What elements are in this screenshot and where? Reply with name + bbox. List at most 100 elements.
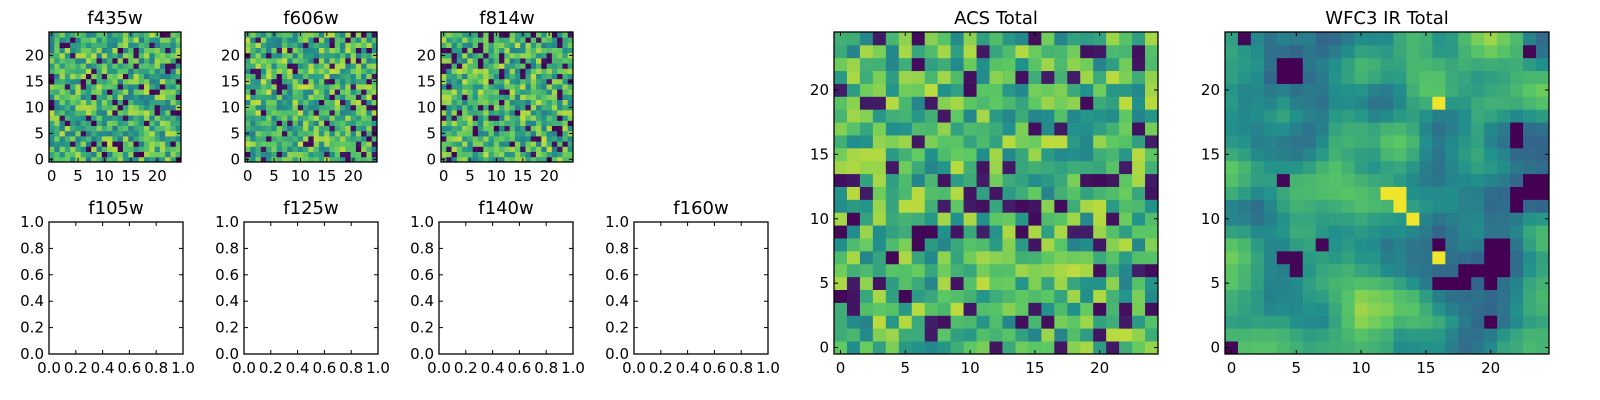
heatmap-cell (488, 136, 495, 142)
heatmap-cell (334, 104, 341, 111)
heatmap-cell (318, 104, 325, 111)
heatmap-cell (937, 96, 952, 110)
heatmap-cell (266, 115, 272, 121)
heatmap-cell (334, 136, 341, 142)
heatmap-cell (859, 212, 874, 226)
heatmap-cell (1289, 289, 1304, 303)
heatmap-cell (371, 63, 378, 69)
heatmap-cell (297, 73, 304, 80)
heatmap-cell (1341, 147, 1355, 162)
heatmap-cell (49, 141, 55, 147)
heatmap-cell (85, 52, 92, 59)
heatmap-cell (159, 130, 166, 137)
heatmap-cell (1445, 263, 1459, 278)
heatmap-cell (1393, 289, 1407, 303)
heatmap-cell (541, 151, 547, 158)
heatmap-cell (80, 104, 87, 111)
heatmap-cell (64, 52, 71, 59)
heatmap-cell (472, 42, 479, 48)
heatmap-cell (75, 151, 82, 158)
heatmap-cell (1497, 109, 1511, 123)
heatmap-cell (1002, 32, 1016, 46)
heatmap-cell (245, 146, 251, 152)
heatmap-cell (49, 115, 55, 121)
heatmap-cell (250, 58, 256, 64)
heatmap-cell (1445, 315, 1459, 329)
heatmap-cell (462, 115, 468, 121)
heatmap-cell (477, 63, 484, 69)
heatmap-cell (834, 135, 848, 149)
heatmap-cell (101, 146, 108, 152)
heatmap-cell (976, 328, 990, 342)
heatmap-cell (1106, 186, 1120, 200)
heatmap-cell (950, 135, 964, 149)
heatmap-cell (292, 89, 299, 95)
heatmap-cell (297, 120, 304, 126)
heatmap-cell (1093, 212, 1107, 226)
heatmap-cell (885, 173, 900, 187)
heatmap-cell (138, 84, 145, 90)
heatmap-cell (1328, 173, 1343, 187)
heatmap-cell (1419, 109, 1433, 123)
heatmap-cell (488, 52, 495, 59)
heatmap-cell (292, 78, 299, 85)
heatmap-cell (514, 37, 521, 43)
heatmap-cell (371, 115, 378, 121)
heatmap-cell (1419, 173, 1433, 187)
heatmap-cell (1250, 186, 1265, 200)
heatmap-cell (350, 63, 357, 69)
heatmap-cell (128, 58, 134, 64)
heatmap-cell (255, 78, 262, 85)
heatmap-cell (70, 120, 76, 126)
heatmap-cell (1328, 160, 1343, 175)
heatmap-cell (122, 94, 129, 100)
heatmap-cell (1510, 96, 1524, 110)
heatmap-cell (1250, 302, 1265, 316)
heatmap-cell (1302, 250, 1317, 265)
heatmap-cell (525, 115, 532, 121)
heatmap-cell (250, 68, 256, 74)
heatmap-cell (976, 263, 990, 278)
heatmap-cell (551, 136, 558, 142)
heatmap-cell (1145, 160, 1159, 175)
heatmap-cell (504, 104, 511, 111)
heatmap-cell (872, 186, 887, 200)
heatmap-cell (271, 141, 278, 147)
heatmap-cell (551, 146, 558, 152)
heatmap-cell (846, 70, 861, 84)
heatmap-cell (989, 199, 1003, 213)
heatmap-cell (1393, 263, 1407, 278)
heatmap-cell (350, 130, 357, 137)
heatmap-cell (122, 110, 129, 116)
heatmap-cell (112, 104, 119, 111)
heatmap-cell (1406, 32, 1420, 46)
heatmap-cell (525, 73, 532, 80)
heatmap-cell (1015, 160, 1029, 175)
heatmap-cell (1106, 173, 1120, 187)
heatmap-cell (1458, 32, 1472, 46)
heatmap-cell (345, 89, 351, 95)
heatmap-cell (117, 47, 124, 54)
heatmap-cell (133, 78, 140, 85)
heatmap-cell (255, 104, 262, 111)
heatmap-cell (313, 136, 320, 142)
heatmap-cell (859, 199, 874, 213)
heatmap-cell (292, 73, 299, 80)
heatmap-cell (85, 110, 92, 116)
x-tick-label: 10 (487, 167, 506, 185)
heatmap-cell (350, 52, 357, 59)
heatmap-cell (318, 78, 325, 85)
heatmap-cell (456, 94, 463, 100)
heatmap-cells (834, 32, 1159, 355)
heatmap-cell (1523, 96, 1537, 110)
heatmap-cell (1432, 315, 1446, 329)
heatmap-cell (1497, 276, 1511, 290)
heatmap-cell (245, 37, 251, 43)
heatmap-cell (462, 104, 468, 111)
heatmap-cell (1484, 328, 1498, 342)
heatmap-cell (149, 58, 155, 64)
x-tick-label: 0.2 (649, 359, 673, 377)
heatmap-cell (250, 37, 256, 43)
heatmap-cell (451, 104, 458, 111)
heatmap-cell (963, 32, 977, 46)
